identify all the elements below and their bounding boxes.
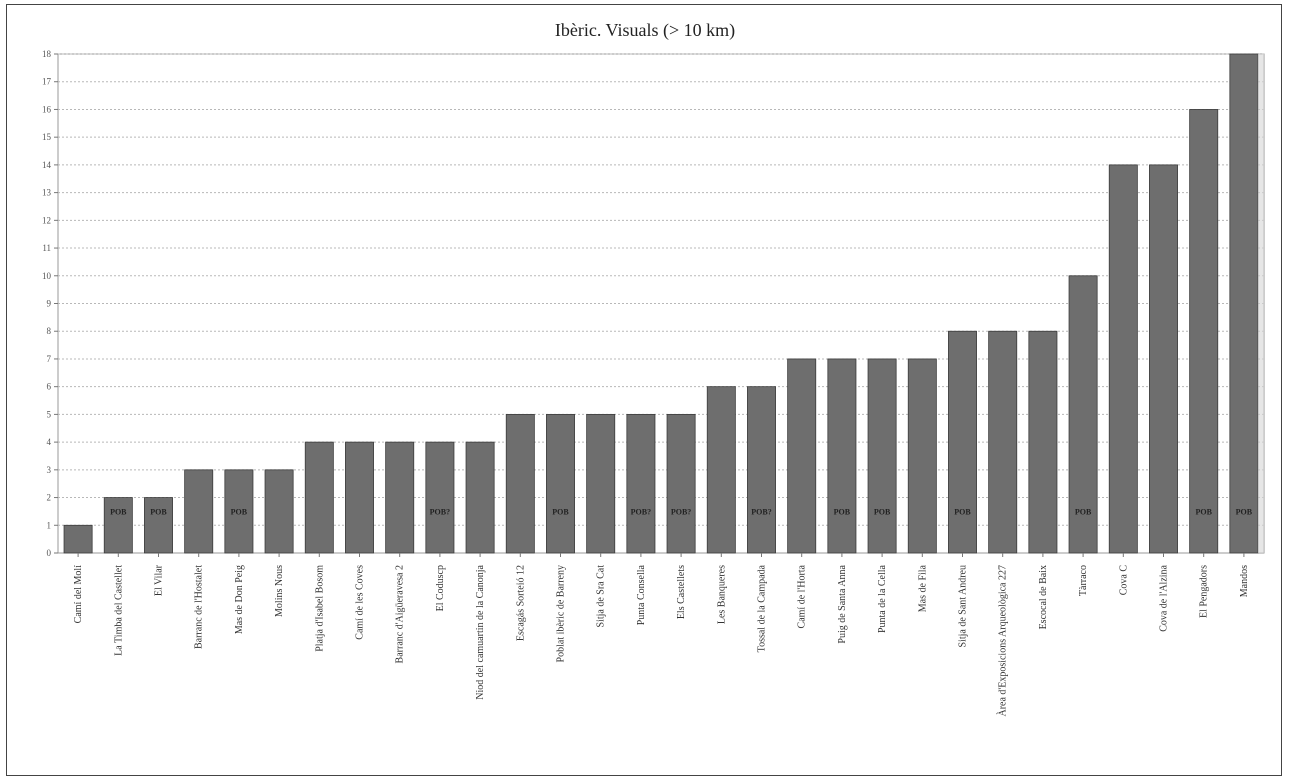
bar (425, 441, 455, 554)
category-label: El Vilar (154, 564, 165, 596)
bar (1149, 164, 1178, 554)
y-tick-label: 8 (47, 326, 52, 336)
y-tick-label: 18 (42, 49, 52, 59)
bar (505, 413, 535, 554)
category-label: Barranc de l'Hostalet (194, 565, 205, 649)
category-label: Escagás Sorteió 12 (515, 565, 526, 641)
bar (63, 524, 93, 554)
category-label: Sitja de Sant Andreu (958, 565, 969, 648)
category-label: Cova C (1118, 565, 1129, 596)
bar (184, 469, 214, 554)
category-label: Sitja de Sra Cat (596, 565, 607, 628)
y-tick-label: 6 (47, 382, 52, 392)
bar (787, 358, 817, 554)
y-tick-label: 10 (42, 271, 52, 281)
bar (345, 441, 374, 554)
bar-tag: POB? (671, 507, 691, 516)
bar (1189, 109, 1219, 554)
category-label: La Timba del Castellet (113, 565, 124, 656)
bar-tag: POB (1075, 507, 1092, 516)
bar (666, 413, 696, 554)
bar (948, 330, 977, 554)
y-tick-label: 3 (47, 465, 52, 475)
bar (465, 441, 495, 554)
y-tick-label: 13 (42, 188, 52, 198)
bar (1068, 275, 1098, 554)
bar (1028, 330, 1058, 554)
bar (304, 441, 334, 554)
bar-tag: POB? (631, 507, 651, 516)
bar (264, 469, 294, 554)
bar-tag: POB (1236, 507, 1253, 516)
bar (706, 386, 736, 554)
category-label: El Pengadors (1199, 565, 1210, 618)
y-tick-label: 15 (42, 132, 52, 142)
bar (144, 497, 173, 554)
category-label: Mandos (1239, 565, 1250, 597)
bar (907, 358, 937, 554)
bar (586, 413, 616, 554)
category-label: Les Banqueres (716, 565, 727, 624)
highlight-strip (1257, 54, 1264, 553)
bar (988, 330, 1018, 554)
bar-tag: POB (954, 507, 971, 516)
y-tick-label: 11 (42, 243, 51, 253)
y-tick-label: 4 (47, 437, 52, 447)
category-label: Tàrraco (1078, 565, 1089, 596)
bar (867, 358, 897, 554)
category-label: Camí de les Coves (355, 565, 366, 640)
bar (827, 358, 857, 554)
bar-tag: POB (231, 507, 248, 516)
bar (747, 386, 776, 554)
category-label: Escocal de Baix (1038, 565, 1049, 629)
bar (1108, 164, 1138, 554)
y-tick-label: 12 (42, 215, 51, 225)
bar (385, 441, 415, 554)
y-tick-label: 1 (47, 520, 52, 530)
y-tick-label: 16 (42, 104, 52, 114)
y-tick-label: 5 (47, 409, 52, 419)
bar (103, 497, 133, 554)
bar-tag: POB? (751, 507, 771, 516)
category-label: Els Castellets (676, 565, 687, 619)
category-label: Mas de Fila (917, 564, 928, 612)
bar (546, 413, 575, 554)
bar-tag: POB (150, 507, 167, 516)
chart-title: Ibèric. Visuals (> 10 km) (554, 20, 736, 40)
bar-tag: POB (834, 507, 851, 516)
bar (1229, 53, 1259, 554)
y-tick-label: 7 (47, 354, 52, 364)
category-label: Cova de l'Alzina (1159, 564, 1170, 631)
category-label: El Coduscp (435, 565, 446, 611)
y-tick-label: 0 (47, 548, 52, 558)
category-label: Poblat ibèric de Barreny (556, 565, 567, 662)
category-label: Àrea d'Exposicions Arqueològica 227 (997, 565, 1009, 717)
category-label: Punta de la Cella (877, 564, 888, 633)
y-tick-label: 17 (42, 77, 52, 87)
bar-tag: POB (552, 507, 569, 516)
category-label: Barranc d'Aigüeravesa 2 (395, 565, 406, 663)
category-label: Camí de l'Horta (797, 564, 808, 628)
bar-tag: POB (874, 507, 891, 516)
y-tick-label: 9 (47, 299, 52, 309)
y-tick-label: 14 (42, 160, 52, 170)
bar (224, 469, 254, 554)
category-label: Molins Nous (274, 565, 285, 617)
bar-tag: POB (1195, 507, 1212, 516)
category-label: Tossal de la Campada (757, 564, 768, 652)
category-label: Platja d'Isabel Bosom (314, 565, 325, 652)
category-label: Puig de Santa Anna (837, 564, 848, 643)
bar-tag: POB (110, 507, 127, 516)
category-label: Punta Consella (636, 564, 647, 625)
bar-tag: POB? (430, 507, 450, 516)
category-label: Mas de Don Peig (234, 565, 245, 634)
category-label: Camí del Molí (73, 565, 84, 624)
bar (626, 413, 656, 554)
category-label: Niod del camuartin de la Canonja (475, 564, 486, 699)
y-tick-label: 2 (47, 493, 52, 503)
